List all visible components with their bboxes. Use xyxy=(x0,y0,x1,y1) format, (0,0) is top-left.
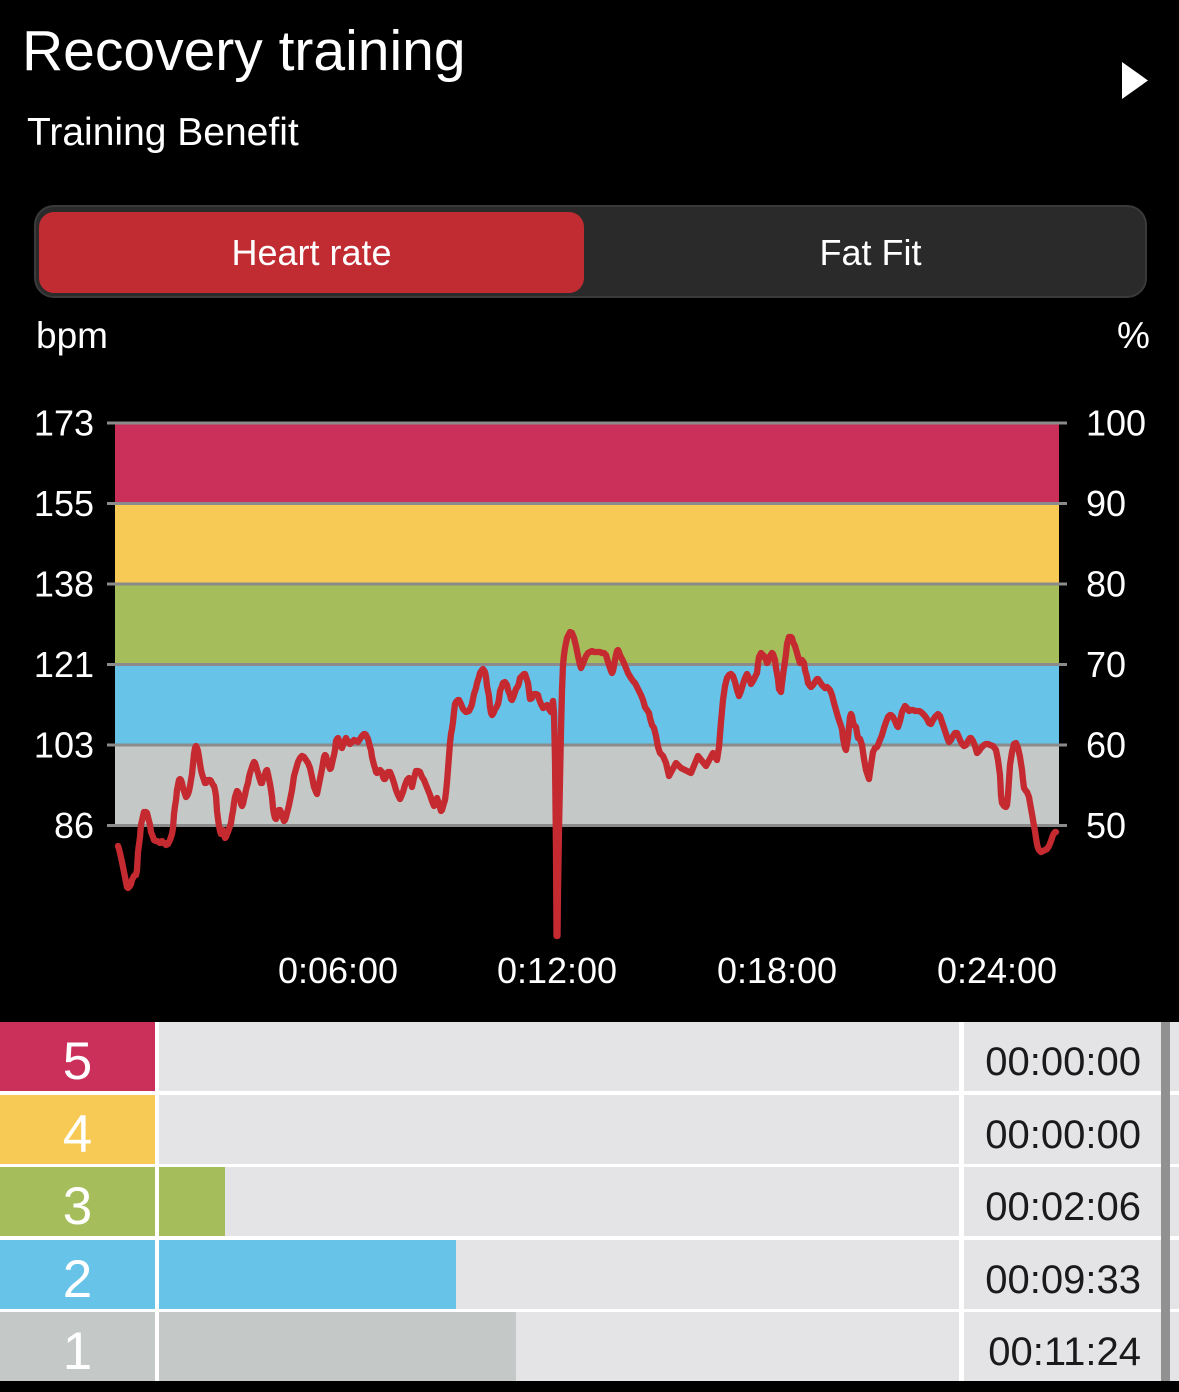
svg-text:0:24:00: 0:24:00 xyxy=(937,950,1057,991)
svg-text:121: 121 xyxy=(34,644,94,685)
svg-text:173: 173 xyxy=(34,403,94,444)
svg-text:103: 103 xyxy=(34,725,94,766)
svg-text:50: 50 xyxy=(1086,805,1126,846)
svg-text:0:12:00: 0:12:00 xyxy=(497,950,617,991)
svg-text:60: 60 xyxy=(1086,725,1126,766)
svg-text:100: 100 xyxy=(1086,403,1146,444)
svg-text:0:18:00: 0:18:00 xyxy=(717,950,837,991)
svg-text:80: 80 xyxy=(1086,564,1126,605)
svg-text:155: 155 xyxy=(34,483,94,524)
svg-text:90: 90 xyxy=(1086,483,1126,524)
svg-text:138: 138 xyxy=(34,564,94,605)
svg-text:0:06:00: 0:06:00 xyxy=(278,950,398,991)
svg-text:70: 70 xyxy=(1086,644,1126,685)
svg-text:86: 86 xyxy=(54,805,94,846)
